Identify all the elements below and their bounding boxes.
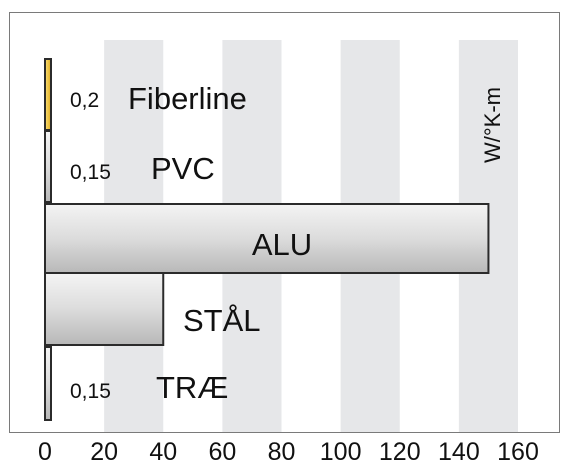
bar-stål [44,272,165,346]
bar-træ [44,346,52,421]
value-label: 0,15 [70,161,111,184]
category-label: TRÆ [156,370,228,405]
bar-alu [44,203,490,274]
value-label: 0,2 [70,89,99,112]
value-label: 0,15 [70,380,111,403]
x-tick-label: 120 [379,438,421,466]
x-tick-label: 20 [90,438,118,466]
x-axis-ticks: 0 20 40 60 80 100 120 140 160 [38,438,539,466]
x-tick-label: 160 [497,438,539,466]
value-labels: 0,2 0,15 0,15 [70,89,111,403]
unit-label: W/°K-m [480,87,505,163]
x-tick-label: 40 [149,438,177,466]
category-label: STÅL [183,303,261,338]
x-tick-label: 0 [38,438,52,466]
x-tick-label: 140 [438,438,480,466]
bar-pvc [44,130,52,203]
bar-fiberline [44,58,52,131]
category-label: PVC [151,151,215,186]
category-labels: Fiberline PVC ALU STÅL TRÆ [128,81,312,405]
x-tick-label: 80 [268,438,296,466]
x-tick-label: 60 [208,438,236,466]
category-label: ALU [252,227,312,262]
x-tick-label: 100 [320,438,362,466]
bars [44,58,490,421]
category-label: Fiberline [128,81,247,116]
